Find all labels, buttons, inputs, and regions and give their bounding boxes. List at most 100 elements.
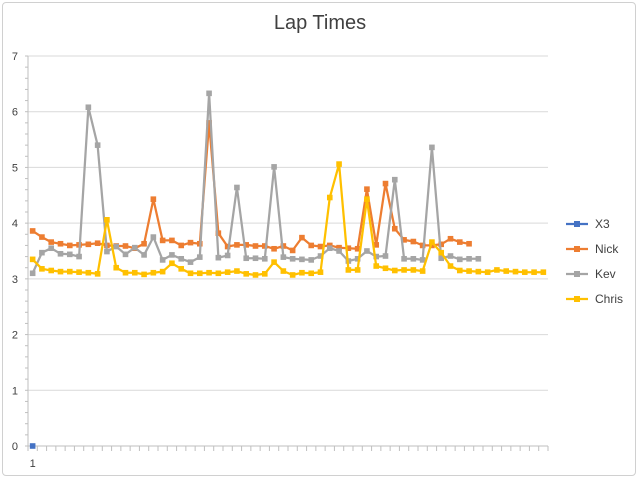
data-point-nick <box>206 120 212 126</box>
data-point-nick <box>308 242 315 249</box>
legend-marker-nick <box>574 246 580 252</box>
data-point-chris <box>122 269 129 276</box>
data-point-kev <box>475 256 482 262</box>
data-point-kev <box>169 252 175 258</box>
data-point-kev <box>261 256 268 262</box>
data-point-nick <box>243 242 250 248</box>
data-point-kev <box>410 256 417 262</box>
data-point-chris <box>484 269 491 275</box>
data-point-nick <box>271 245 277 252</box>
data-point-kev <box>401 256 407 262</box>
data-point-nick <box>261 243 268 249</box>
data-point-kev <box>252 255 259 262</box>
data-point-kev <box>280 254 287 260</box>
data-point-nick <box>419 242 426 249</box>
data-point-chris <box>271 259 277 265</box>
data-point-chris <box>382 265 389 272</box>
data-point-chris <box>336 161 342 167</box>
legend-label-kev: Kev <box>595 267 616 281</box>
data-point-chris <box>243 271 250 277</box>
data-point-kev <box>354 256 361 262</box>
data-point-nick <box>364 186 370 192</box>
data-point-nick <box>438 241 445 248</box>
y-tick-label: 3 <box>12 274 18 286</box>
data-point-kev <box>308 257 315 263</box>
data-point-nick <box>466 240 472 247</box>
x-tick-label: 1 <box>30 458 36 470</box>
data-point-nick <box>317 243 324 250</box>
legend-marker-kev <box>574 271 580 277</box>
data-point-kev <box>466 256 472 262</box>
data-point-nick <box>456 239 463 245</box>
data-point-nick <box>373 242 380 248</box>
data-point-kev <box>85 104 92 111</box>
data-point-chris <box>104 217 110 223</box>
data-point-chris <box>391 267 398 274</box>
data-point-chris <box>234 268 240 274</box>
data-point-chris <box>196 270 203 277</box>
data-point-chris <box>299 269 305 276</box>
y-tick-label: 6 <box>12 107 18 119</box>
data-point-kev <box>29 270 36 277</box>
data-point-x3 <box>29 443 36 449</box>
data-point-kev <box>243 255 250 262</box>
data-point-chris <box>159 268 166 275</box>
data-point-chris <box>29 256 36 263</box>
data-point-chris <box>410 267 417 273</box>
data-point-nick <box>354 245 361 252</box>
data-point-chris <box>475 268 482 275</box>
data-point-chris <box>429 239 435 245</box>
data-point-kev <box>326 245 333 252</box>
data-point-chris <box>345 267 352 273</box>
data-point-kev <box>289 256 296 262</box>
data-point-chris <box>317 269 324 275</box>
data-point-kev <box>336 248 342 254</box>
y-tick-label: 0 <box>12 441 18 453</box>
data-point-chris <box>503 268 510 274</box>
data-point-nick <box>382 180 389 187</box>
data-point-chris <box>373 263 380 269</box>
data-point-kev <box>215 254 222 261</box>
data-point-kev <box>447 253 454 259</box>
data-point-nick <box>122 243 129 249</box>
data-point-kev <box>429 144 435 151</box>
data-point-kev <box>131 244 138 251</box>
data-point-chris <box>401 267 407 273</box>
data-point-kev <box>57 250 64 257</box>
data-point-chris <box>215 270 222 277</box>
data-point-nick <box>150 196 157 202</box>
data-point-kev <box>113 243 120 250</box>
data-point-kev <box>419 257 426 263</box>
y-tick-label: 4 <box>12 218 18 230</box>
y-tick-label: 5 <box>12 162 18 174</box>
data-point-chris <box>531 269 537 275</box>
data-point-chris <box>419 268 426 274</box>
data-point-nick <box>85 241 92 248</box>
data-point-kev <box>104 248 110 255</box>
data-point-kev <box>438 255 445 262</box>
data-point-chris <box>354 267 361 273</box>
data-point-kev <box>48 245 55 252</box>
data-point-chris <box>261 271 268 277</box>
data-point-kev <box>178 256 185 262</box>
data-point-chris <box>113 264 120 271</box>
data-point-chris <box>224 269 231 275</box>
data-point-nick <box>299 234 305 241</box>
data-point-nick <box>169 237 175 244</box>
data-point-chris <box>447 263 454 269</box>
chart-frame <box>2 2 636 476</box>
data-point-chris <box>289 272 296 278</box>
data-point-nick <box>178 242 185 249</box>
data-point-chris <box>85 269 92 276</box>
data-point-chris <box>280 268 287 274</box>
data-point-nick <box>187 239 194 246</box>
data-point-kev <box>317 253 324 259</box>
data-point-nick <box>401 237 407 243</box>
data-point-chris <box>521 269 528 275</box>
data-point-nick <box>410 238 417 245</box>
data-point-nick <box>447 235 454 242</box>
data-point-chris <box>150 269 157 276</box>
data-point-kev <box>373 253 380 260</box>
data-point-kev <box>39 249 45 256</box>
